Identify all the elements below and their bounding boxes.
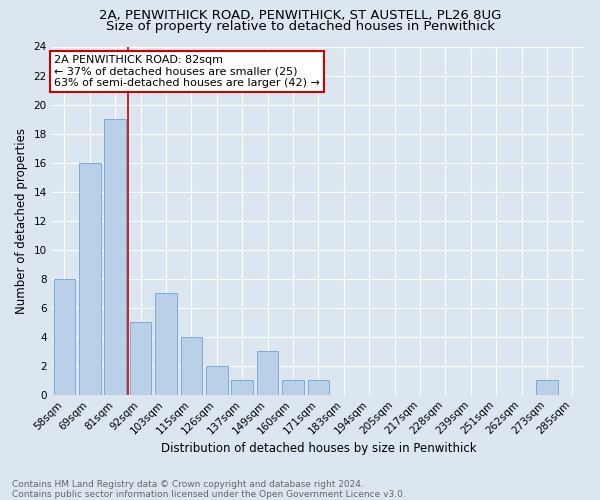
Bar	[53, 278, 75, 394]
Bar	[257, 351, 278, 395]
Bar	[536, 380, 557, 394]
Bar	[232, 380, 253, 394]
Y-axis label: Number of detached properties: Number of detached properties	[15, 128, 28, 314]
Text: 2A PENWITHICK ROAD: 82sqm
← 37% of detached houses are smaller (25)
63% of semi-: 2A PENWITHICK ROAD: 82sqm ← 37% of detac…	[55, 55, 320, 88]
Bar	[155, 293, 177, 394]
Bar	[308, 380, 329, 394]
Text: Contains HM Land Registry data © Crown copyright and database right 2024.
Contai: Contains HM Land Registry data © Crown c…	[12, 480, 406, 499]
Bar	[282, 380, 304, 394]
Bar	[79, 162, 101, 394]
Bar	[104, 119, 126, 394]
Text: Size of property relative to detached houses in Penwithick: Size of property relative to detached ho…	[106, 20, 494, 33]
Bar	[130, 322, 151, 394]
Text: 2A, PENWITHICK ROAD, PENWITHICK, ST AUSTELL, PL26 8UG: 2A, PENWITHICK ROAD, PENWITHICK, ST AUST…	[99, 9, 501, 22]
X-axis label: Distribution of detached houses by size in Penwithick: Distribution of detached houses by size …	[161, 442, 476, 455]
Bar	[206, 366, 227, 394]
Bar	[181, 336, 202, 394]
